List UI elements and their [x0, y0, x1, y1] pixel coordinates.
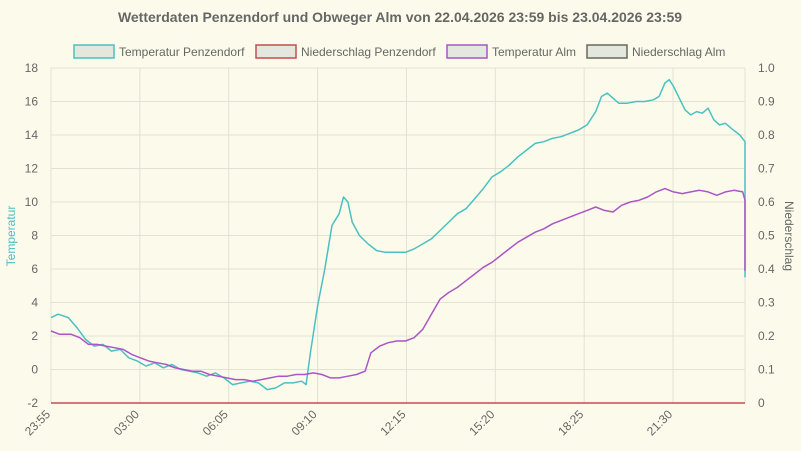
y-right-tick-label: 0.6 — [758, 195, 775, 209]
y-left-tick-label: 18 — [25, 61, 39, 75]
y-axis-right: 0 0.1 0.2 0.3 0.4 0.5 0.6 0.7 0.8 0.9 1.0 — [758, 61, 775, 410]
x-axis: 23:55 03:00 06:05 09:10 12:15 15:20 18:25 21:30 — [22, 407, 675, 438]
series-line-temperatur-penzendorf — [50, 78, 746, 391]
x-tick-label: 18:25 — [555, 407, 586, 438]
y-right-tick-label: 0.2 — [758, 329, 775, 343]
y-axis-left-title: Temperatur — [4, 206, 18, 267]
grid — [50, 67, 746, 404]
y-left-tick-label: 2 — [31, 329, 38, 343]
y-right-tick-label: 0.9 — [758, 95, 775, 109]
x-tick-label: 23:55 — [22, 407, 53, 438]
y-right-tick-label: 1.0 — [758, 61, 775, 75]
y-left-tick-label: 0 — [31, 363, 38, 377]
y-left-tick-label: 16 — [25, 95, 39, 109]
legend-label: Niederschlag Penzendorf — [301, 45, 436, 59]
x-tick-label: 12:15 — [377, 407, 408, 438]
legend-item-niederschlag-penzendorf[interactable]: Niederschlag Penzendorf — [255, 44, 436, 59]
y-axis-right-title: Niederschlag — [782, 201, 796, 271]
legend: Temperatur Penzendorf Niederschlag Penze… — [73, 44, 725, 59]
x-tick-label: 03:00 — [111, 407, 142, 438]
x-tick-label: 06:05 — [200, 407, 231, 438]
series-line-temperatur-alm — [50, 187, 746, 382]
x-tick-label: 15:20 — [466, 407, 497, 438]
y-right-tick-label: 0 — [758, 396, 765, 410]
y-left-tick-label: -2 — [27, 396, 38, 410]
y-left-tick-label: 10 — [25, 195, 39, 209]
y-right-tick-label: 0.7 — [758, 162, 775, 176]
legend-swatch — [73, 44, 115, 59]
y-right-tick-label: 0.4 — [758, 262, 775, 276]
y-left-tick-label: 12 — [25, 162, 39, 176]
y-right-tick-label: 0.5 — [758, 229, 775, 243]
y-right-tick-label: 0.1 — [758, 363, 775, 377]
legend-swatch — [255, 44, 297, 59]
legend-label: Niederschlag Alm — [632, 45, 725, 59]
y-left-tick-label: 6 — [31, 262, 38, 276]
legend-item-temperatur-penzendorf[interactable]: Temperatur Penzendorf — [73, 44, 245, 59]
y-left-tick-label: 14 — [25, 128, 39, 142]
y-left-tick-label: 4 — [31, 296, 38, 310]
y-left-tick-label: 8 — [31, 229, 38, 243]
series-layer — [50, 78, 746, 404]
legend-label: Temperatur Alm — [492, 45, 576, 59]
chart-title: Wetterdaten Penzendorf und Obweger Alm v… — [118, 9, 682, 25]
legend-swatch — [586, 44, 628, 59]
legend-item-niederschlag-alm[interactable]: Niederschlag Alm — [586, 44, 725, 59]
x-tick-label: 09:10 — [289, 407, 320, 438]
y-right-tick-label: 0.8 — [758, 128, 775, 142]
y-axis-left: -2 0 2 4 6 8 10 12 14 16 18 — [25, 61, 39, 410]
legend-item-temperatur-alm[interactable]: Temperatur Alm — [446, 44, 576, 59]
y-right-tick-label: 0.3 — [758, 296, 775, 310]
legend-swatch — [446, 44, 488, 59]
x-tick-label: 21:30 — [644, 407, 675, 438]
legend-label: Temperatur Penzendorf — [119, 45, 245, 59]
